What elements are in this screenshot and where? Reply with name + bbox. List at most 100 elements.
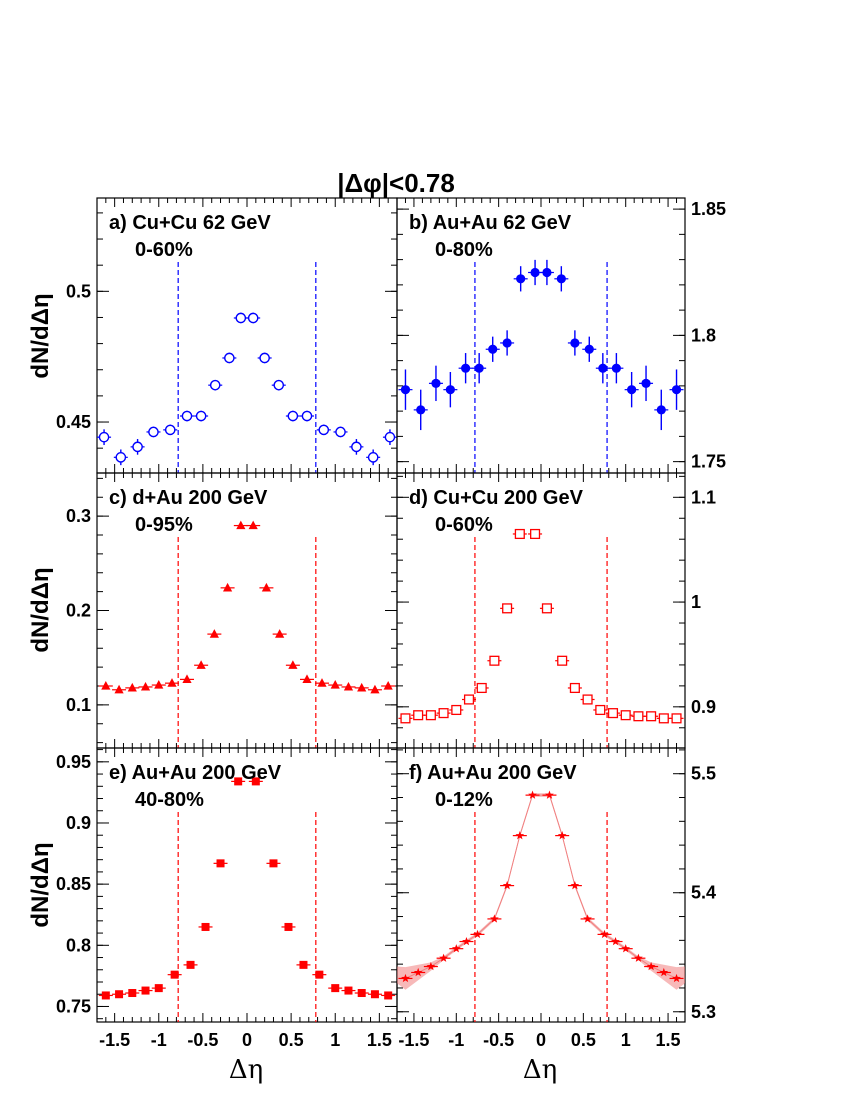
data-point-marker bbox=[489, 655, 500, 666]
data-point bbox=[474, 682, 489, 694]
y-tick-label: 1.75 bbox=[691, 452, 726, 472]
data-point-marker bbox=[234, 777, 243, 786]
data-point-marker bbox=[367, 452, 379, 463]
data-point bbox=[542, 790, 557, 799]
data-point bbox=[618, 944, 633, 953]
data-point-marker bbox=[317, 678, 327, 687]
data-point bbox=[669, 713, 684, 724]
data-point-marker bbox=[502, 338, 512, 348]
data-point bbox=[271, 379, 286, 391]
data-point bbox=[472, 353, 487, 384]
x-tick-label: 1.5 bbox=[656, 1030, 681, 1050]
data-point bbox=[285, 660, 300, 669]
data-point bbox=[582, 336, 597, 362]
data-point-marker bbox=[370, 990, 379, 999]
data-point-marker bbox=[201, 922, 210, 931]
data-point bbox=[443, 371, 458, 408]
data-point-marker bbox=[128, 989, 137, 998]
data-point-marker bbox=[400, 385, 411, 395]
data-point bbox=[97, 429, 112, 446]
data-point bbox=[112, 990, 127, 999]
data-point-marker bbox=[530, 267, 540, 278]
y-tick-label: 0.1 bbox=[66, 695, 91, 715]
data-point bbox=[341, 986, 356, 995]
data-point-marker bbox=[656, 405, 666, 415]
data-point-marker bbox=[528, 790, 537, 799]
data-point bbox=[525, 790, 540, 799]
data-point bbox=[382, 429, 397, 446]
panel-centrality: 40-80% bbox=[135, 789, 204, 811]
data-point-marker bbox=[584, 344, 594, 354]
data-point-marker bbox=[154, 984, 163, 993]
data-point-marker bbox=[154, 680, 164, 689]
data-point-marker bbox=[556, 274, 566, 284]
data-point-marker bbox=[248, 520, 258, 530]
data-point bbox=[449, 704, 464, 716]
data-point-marker bbox=[251, 777, 260, 786]
data-point bbox=[500, 603, 515, 614]
data-point-marker bbox=[400, 713, 411, 724]
data-point-marker bbox=[101, 680, 111, 690]
data-point bbox=[315, 678, 329, 687]
data-point bbox=[213, 859, 228, 868]
data-point-marker bbox=[627, 385, 637, 395]
data-point-marker bbox=[451, 944, 461, 953]
data-point bbox=[163, 424, 178, 436]
data-point bbox=[167, 970, 182, 979]
data-point bbox=[539, 259, 554, 286]
data-point-marker bbox=[641, 378, 651, 388]
y-tick-label: 0.9 bbox=[691, 697, 716, 717]
data-point bbox=[98, 991, 113, 1000]
data-point-marker bbox=[413, 710, 424, 721]
panel-centrality: 0-60% bbox=[135, 239, 193, 261]
y-tick-label: 0.9 bbox=[66, 813, 91, 833]
x-tick-label: 0.5 bbox=[279, 1030, 304, 1050]
y-tick-label: 1 bbox=[691, 592, 701, 612]
data-point-marker bbox=[598, 363, 608, 373]
panel-e: 0.75 0.8 0.85 0.9 0.95 e) Au+Au 200 GeV 40-80%… bbox=[56, 747, 398, 1050]
data-point-marker bbox=[426, 961, 436, 971]
data-point-marker bbox=[658, 713, 669, 724]
data-point-marker bbox=[671, 713, 682, 724]
data-point-marker bbox=[269, 859, 278, 868]
data-point-marker bbox=[659, 967, 669, 977]
y-tick-label: 0.5 bbox=[66, 281, 91, 301]
data-point bbox=[300, 674, 314, 683]
data-point bbox=[246, 312, 261, 324]
data-point bbox=[146, 426, 161, 438]
data-point-marker bbox=[620, 710, 631, 721]
data-point-marker bbox=[182, 674, 192, 683]
data-point bbox=[112, 684, 127, 694]
data-point bbox=[644, 711, 659, 722]
data-point bbox=[512, 831, 527, 840]
data-point bbox=[631, 711, 646, 722]
y-tick-label: 0.2 bbox=[66, 601, 91, 621]
data-point-marker bbox=[383, 680, 393, 690]
data-point bbox=[618, 710, 633, 721]
data-point-marker bbox=[127, 682, 137, 692]
data-point-marker bbox=[351, 441, 362, 453]
x-tick-label: -0.5 bbox=[187, 1030, 218, 1050]
data-point bbox=[198, 922, 213, 931]
data-point bbox=[366, 449, 381, 466]
data-point-marker bbox=[235, 312, 247, 324]
data-point-marker bbox=[186, 960, 195, 969]
x-tick-label: 1 bbox=[330, 1030, 340, 1050]
y-tick-label: 5.3 bbox=[691, 1002, 716, 1022]
data-point bbox=[266, 859, 281, 868]
data-point bbox=[654, 389, 669, 431]
data-point-marker bbox=[384, 431, 396, 443]
data-point bbox=[151, 984, 166, 993]
y-tick-label: 5.5 bbox=[691, 764, 716, 784]
data-point bbox=[513, 266, 528, 292]
data-point-marker bbox=[438, 708, 449, 719]
data-point bbox=[609, 353, 624, 384]
data-point bbox=[98, 680, 113, 690]
panel-centrality: 0-95% bbox=[135, 514, 193, 536]
data-point bbox=[580, 914, 595, 923]
data-point-marker bbox=[209, 379, 221, 391]
data-point-marker bbox=[236, 520, 246, 530]
data-point-marker bbox=[607, 708, 619, 719]
data-point bbox=[183, 960, 198, 969]
data-point bbox=[125, 989, 140, 998]
